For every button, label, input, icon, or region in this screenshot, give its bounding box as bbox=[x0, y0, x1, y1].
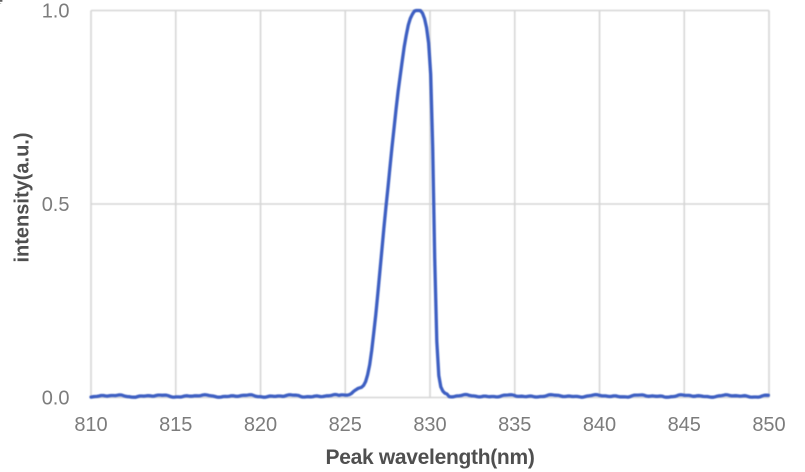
svg-text:845: 845 bbox=[668, 414, 701, 436]
svg-text:0.0: 0.0 bbox=[42, 388, 70, 410]
svg-text:0.5: 0.5 bbox=[42, 194, 70, 216]
svg-text:850: 850 bbox=[752, 414, 785, 436]
svg-text:Peak wavelength(nm): Peak wavelength(nm) bbox=[325, 446, 534, 469]
svg-text:815: 815 bbox=[159, 414, 192, 436]
svg-text:830: 830 bbox=[413, 414, 446, 436]
svg-text:835: 835 bbox=[498, 414, 531, 436]
svg-text:intensity(a.u.): intensity(a.u.) bbox=[12, 132, 34, 262]
svg-text:840: 840 bbox=[583, 414, 616, 436]
svg-text:1.0: 1.0 bbox=[42, 1, 70, 23]
svg-text:820: 820 bbox=[244, 414, 277, 436]
svg-text:825: 825 bbox=[329, 414, 362, 436]
svg-text:810: 810 bbox=[74, 414, 107, 436]
